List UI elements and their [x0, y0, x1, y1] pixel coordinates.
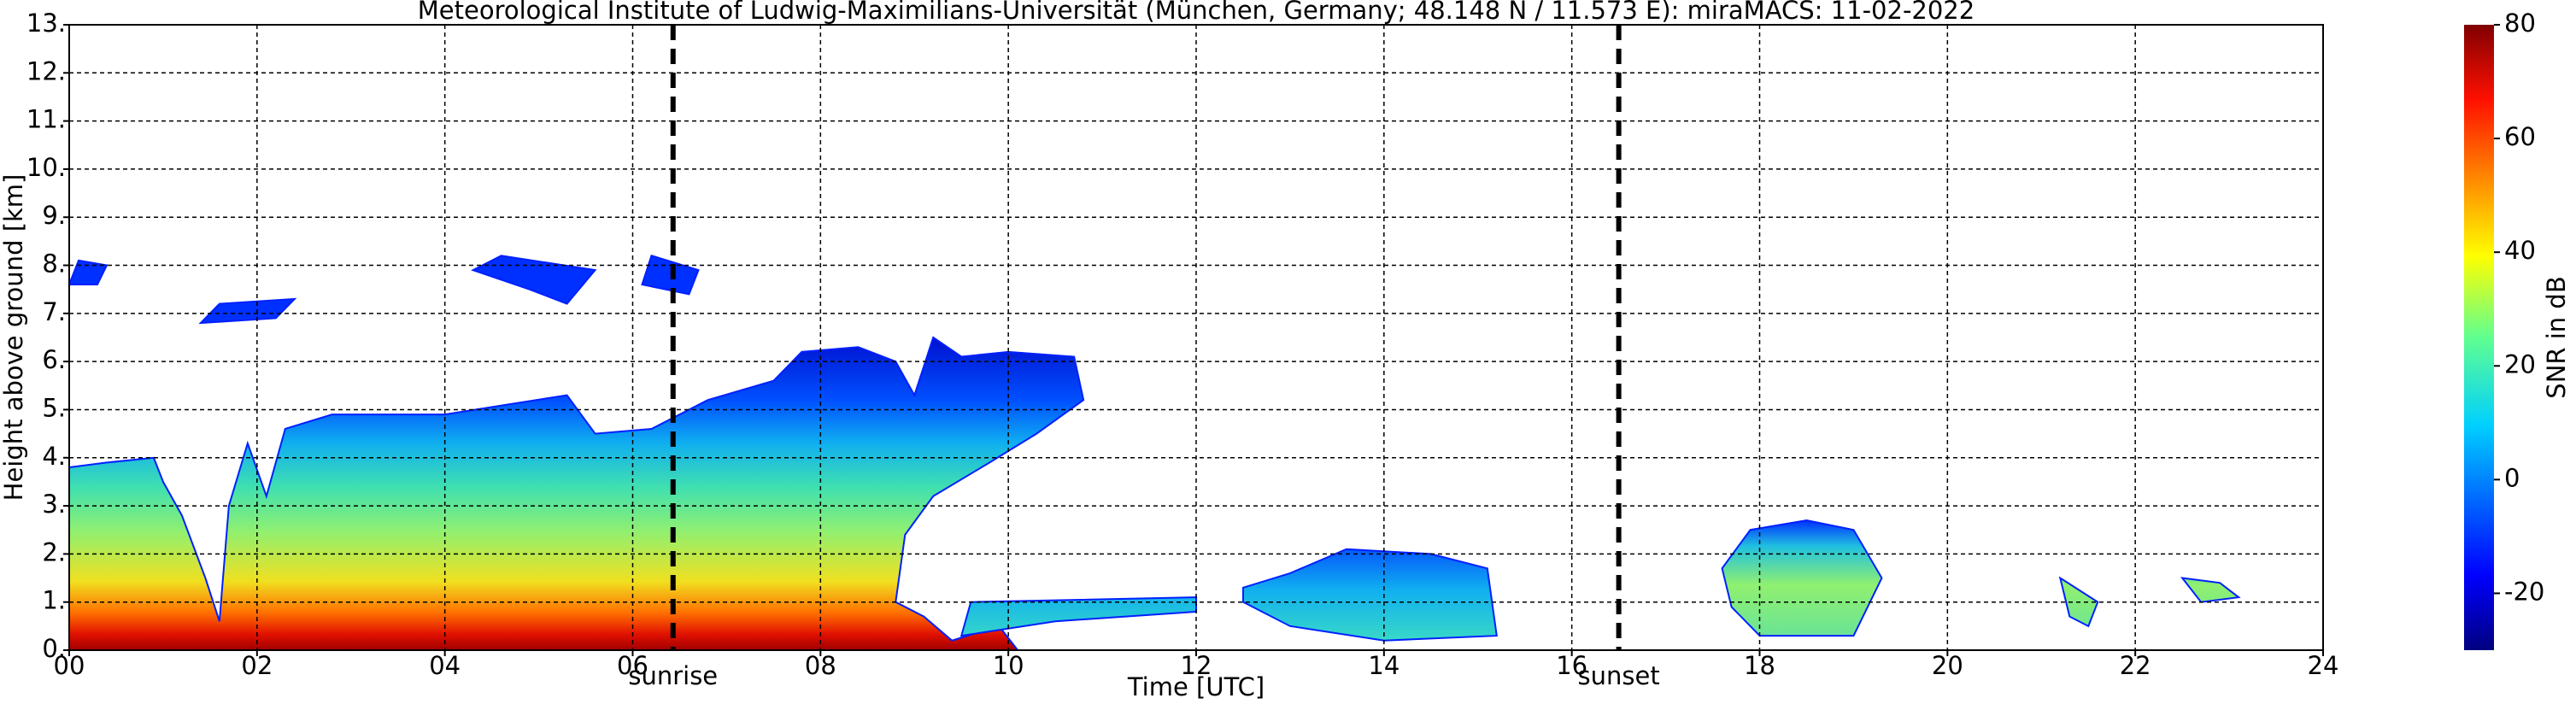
y-tick-label: 0. — [42, 634, 66, 663]
chart-title: Meteorological Institute of Ludwig-Maxim… — [418, 0, 1975, 25]
cloud — [961, 549, 1497, 641]
colorbar-tick-label: 20 — [2504, 349, 2536, 378]
y-tick-label: 13. — [26, 9, 66, 38]
cloud — [69, 337, 1083, 650]
y-tick-label: 7. — [42, 297, 66, 326]
colorbar — [2464, 25, 2494, 650]
y-tick-label: 9. — [42, 201, 66, 230]
y-tick-label: 2. — [42, 537, 66, 566]
y-tick-label: 1. — [42, 586, 66, 615]
y-tick-label: 12. — [26, 56, 66, 85]
annotation: sunrise — [628, 661, 718, 690]
colorbar-label: SNR in dB — [2542, 276, 2571, 398]
x-axis-label: Time [UTC] — [1127, 672, 1265, 701]
colorbar-tick-label: 0 — [2504, 463, 2520, 492]
cloud — [69, 255, 698, 323]
y-tick-label: 10. — [26, 153, 66, 182]
colorbar-tick-label: 40 — [2504, 236, 2536, 265]
colorbar-tick-label: 80 — [2504, 9, 2536, 38]
colorbar-tick-label: -20 — [2504, 577, 2544, 606]
y-tick-label: 6. — [42, 345, 66, 374]
y-tick-label: 3. — [42, 490, 66, 519]
y-tick-label: 5. — [42, 393, 66, 422]
plot-area — [68, 24, 2324, 651]
cloud — [1722, 520, 2239, 636]
y-tick-label: 8. — [42, 249, 66, 279]
annotation: sunset — [1578, 661, 1660, 690]
y-tick-label: 4. — [42, 442, 66, 471]
radar-echo — [69, 255, 2239, 650]
y-axis-label: Height above ground [km] — [0, 174, 28, 502]
grid — [68, 24, 2324, 651]
y-tick-label: 11. — [26, 105, 66, 134]
colorbar-tick-label: 60 — [2504, 122, 2536, 151]
